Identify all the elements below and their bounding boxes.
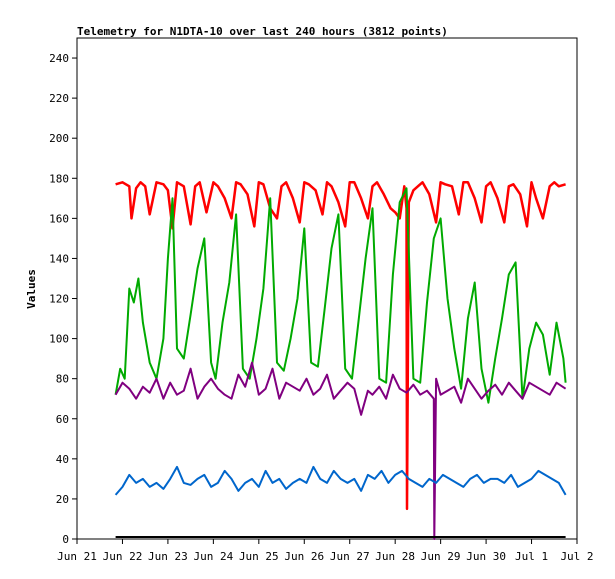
- y-tick-label: 80: [56, 373, 69, 386]
- y-axis-label: Values: [25, 269, 38, 309]
- y-tick-label: 140: [49, 252, 69, 265]
- x-tick-label: Jun 22: [103, 550, 143, 563]
- y-tick-label: 0: [62, 533, 69, 546]
- y-tick-label: 160: [49, 212, 69, 225]
- x-tick-label: Jun 27: [330, 550, 370, 563]
- series-line-4: [114, 465, 567, 496]
- x-tick-label: Jun 28: [375, 550, 415, 563]
- y-tick-label: 60: [56, 413, 69, 426]
- series-line-3: [114, 361, 567, 540]
- x-tick-label: Jun 29: [421, 550, 461, 563]
- x-tick-label: Jul 1: [515, 550, 548, 563]
- y-tick-label: 100: [49, 333, 69, 346]
- x-axis: Jun 21 Jun 22 Jun 23 Jun 24 Jun 25 Jun 26 Jun …: [57, 539, 594, 563]
- y-tick-label: 40: [56, 453, 69, 466]
- chart-title: Telemetry for N1DTA-10 over last 240 hou…: [77, 25, 448, 38]
- y-tick-label: 220: [49, 92, 69, 105]
- x-tick-label: Jun 30: [466, 550, 506, 563]
- x-tick-label: Jun 23: [148, 550, 188, 563]
- y-tick-label: 200: [49, 132, 69, 145]
- x-tick-label: Jun 25: [239, 550, 279, 563]
- y-tick-label: 20: [56, 493, 69, 506]
- series-group: [114, 181, 567, 540]
- y-tick-label: 180: [49, 172, 69, 185]
- x-tick-label: Jul 2: [560, 550, 593, 563]
- x-tick-label: Jun 24: [193, 550, 233, 563]
- y-tick-label: 240: [49, 52, 69, 65]
- x-tick-label: Jun 21: [57, 550, 97, 563]
- x-tick-label: Jun 26: [284, 550, 324, 563]
- y-axis: 0 20 40 60 80 100 120 140 160 180 200 220 240: [49, 52, 77, 546]
- series-line-1: [115, 181, 566, 511]
- y-tick-label: 120: [49, 293, 69, 306]
